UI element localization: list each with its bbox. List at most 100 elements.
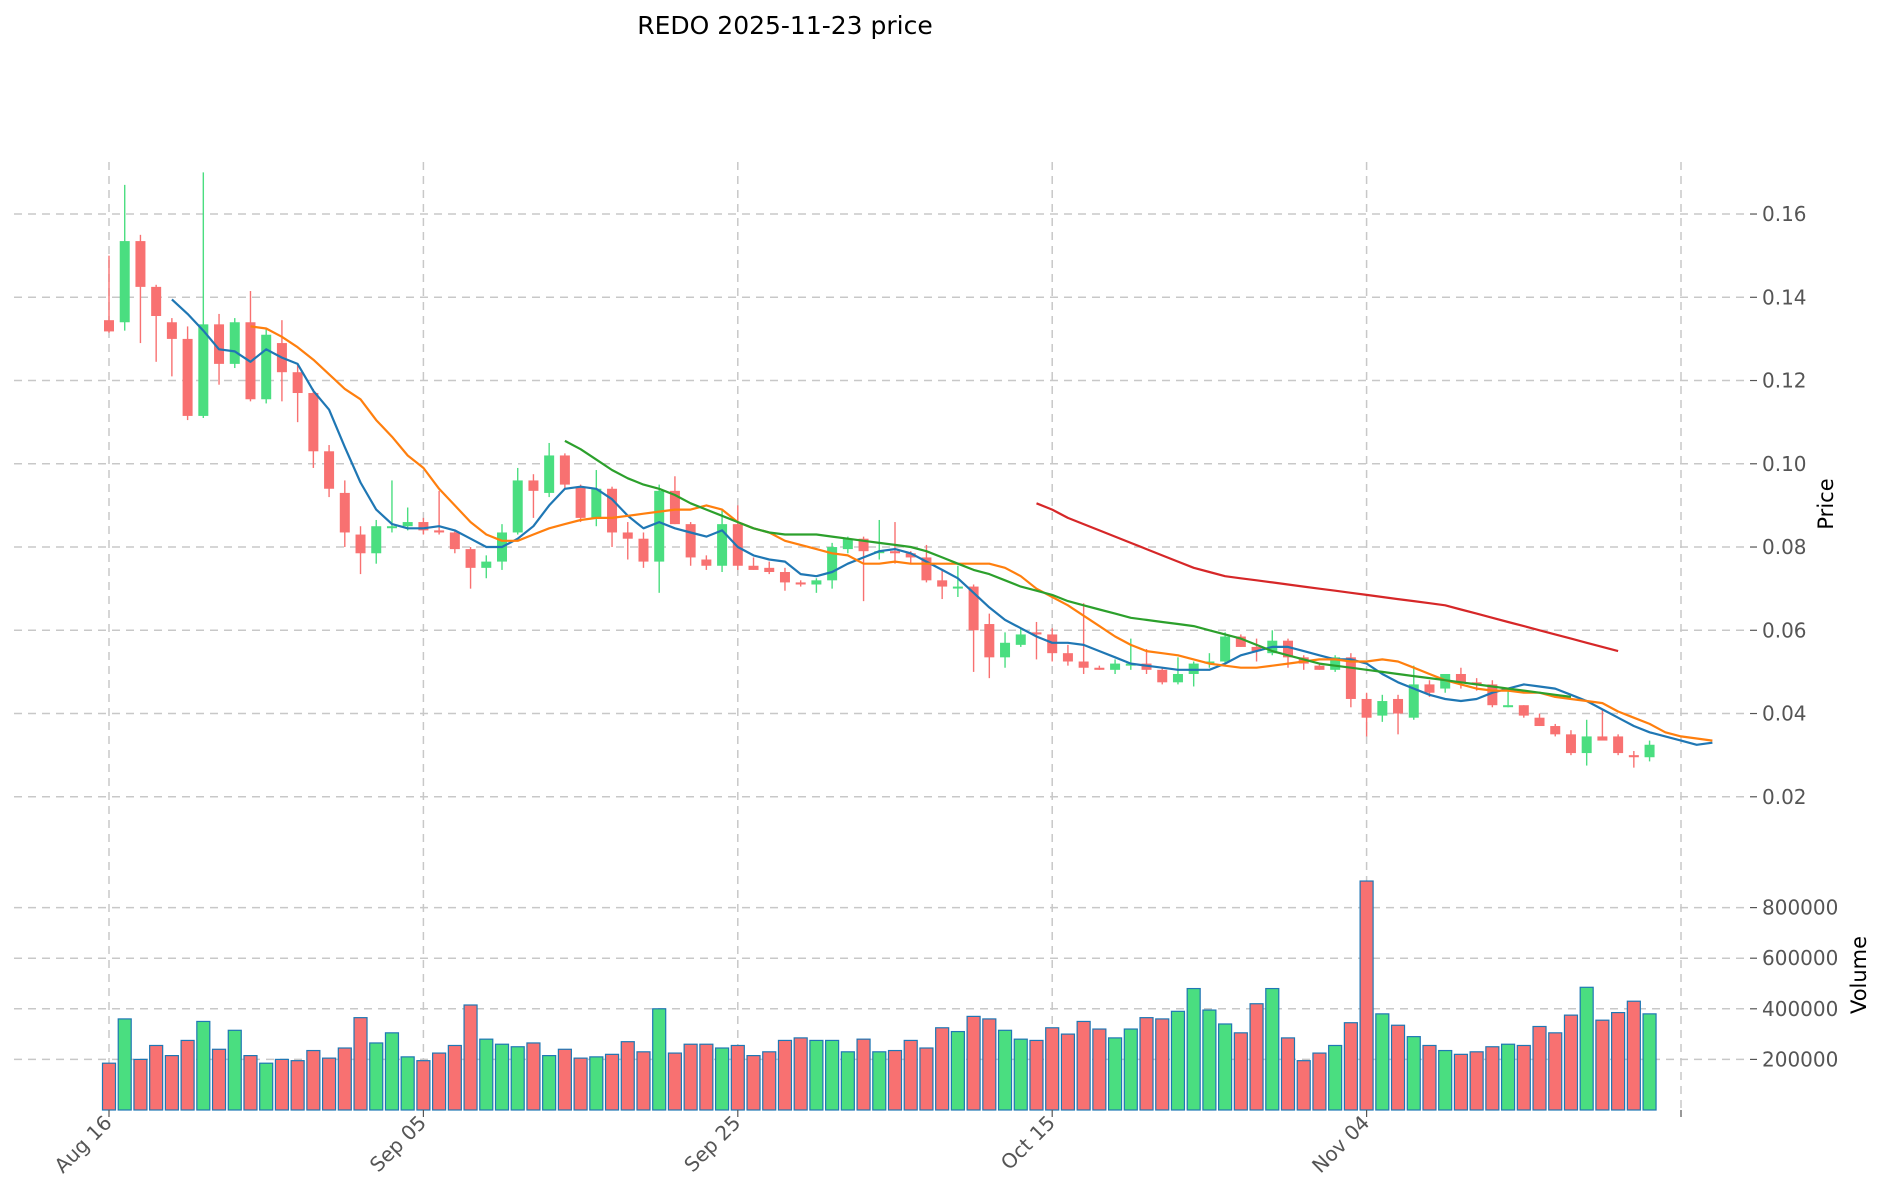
volume-bar xyxy=(259,1062,274,1111)
volume-bar xyxy=(1029,1039,1044,1111)
price-tick-label: 0.14 xyxy=(1762,285,1807,309)
volume-bar xyxy=(180,1039,195,1111)
candle-body xyxy=(214,324,225,364)
candle-body xyxy=(1015,634,1026,645)
candle-body xyxy=(261,334,272,400)
volume-bar xyxy=(164,1055,179,1111)
volume-bar xyxy=(337,1047,352,1111)
candle-body xyxy=(701,559,712,566)
volume-bar xyxy=(369,1042,384,1111)
candle-body xyxy=(1062,653,1073,662)
volume-bar xyxy=(1186,987,1201,1111)
candle-body xyxy=(528,480,539,491)
candle-body xyxy=(748,565,759,570)
volume-bar xyxy=(211,1048,227,1111)
candle-body xyxy=(1534,717,1545,727)
volume-bar xyxy=(1249,1003,1264,1111)
volume-bar xyxy=(101,1062,117,1111)
volume-bar xyxy=(1170,1010,1186,1111)
volume-bar xyxy=(321,1057,337,1111)
volume-bar xyxy=(1076,1020,1091,1111)
volume-bar xyxy=(1579,986,1594,1111)
volume-bar xyxy=(935,1027,950,1111)
volume-bar xyxy=(1312,1052,1327,1111)
candle-body xyxy=(779,572,790,583)
candle-body xyxy=(1220,636,1231,662)
volume-bar xyxy=(1155,1018,1170,1111)
candle-body xyxy=(1503,705,1514,708)
candle-body xyxy=(481,561,492,568)
candle-body xyxy=(1518,705,1529,716)
candle-body xyxy=(1361,698,1372,718)
candle-body xyxy=(308,393,319,452)
candle-body xyxy=(1110,663,1121,670)
candle-body xyxy=(1251,646,1262,652)
candle-body xyxy=(119,241,130,323)
candle-body xyxy=(717,524,728,566)
volume-bar xyxy=(1233,1032,1248,1111)
date-tick-label: Nov 04 xyxy=(1307,1111,1374,1178)
candle-body xyxy=(339,492,350,533)
volume-bar xyxy=(149,1044,164,1111)
candle-body xyxy=(921,557,932,581)
volume-bar xyxy=(432,1052,447,1111)
candle-body xyxy=(559,455,570,485)
date-tick-label: Oct 15 xyxy=(996,1111,1060,1175)
volume-bar xyxy=(479,1038,494,1111)
candle-body xyxy=(732,524,743,566)
candle-body xyxy=(1393,698,1404,714)
candle-body xyxy=(402,522,413,527)
volume-bar xyxy=(966,1015,981,1111)
volume-bar xyxy=(1092,1028,1107,1111)
volume-bar xyxy=(887,1049,903,1111)
volume-bar xyxy=(1045,1027,1060,1111)
candle-body xyxy=(795,582,806,585)
volume-bar xyxy=(1359,880,1374,1111)
candle-body xyxy=(386,526,397,529)
volume-bar xyxy=(1390,1024,1406,1111)
volume-bar xyxy=(290,1060,305,1111)
volume-bar xyxy=(1611,1011,1626,1111)
volume-bar xyxy=(1563,1014,1579,1111)
volume-bar xyxy=(1500,1043,1516,1111)
volume-bar xyxy=(526,1042,541,1111)
volume-tick-label: 600000 xyxy=(1762,946,1838,970)
candle-body xyxy=(638,538,649,562)
candle-body xyxy=(622,532,633,539)
volume-bar xyxy=(1265,987,1280,1111)
candle-body xyxy=(607,488,618,533)
candle-body xyxy=(764,567,775,573)
volume-bar xyxy=(620,1041,635,1111)
volume-bar xyxy=(809,1039,824,1111)
date-tick-label: Sep 25 xyxy=(679,1111,745,1177)
volume-bar xyxy=(274,1058,290,1111)
volume-bar xyxy=(1202,1009,1217,1111)
volume-bar xyxy=(856,1038,871,1111)
volume-bar xyxy=(1107,1037,1123,1111)
date-tick-label: Sep 05 xyxy=(365,1111,431,1177)
volume-bar xyxy=(777,1039,793,1111)
candle-body xyxy=(292,372,303,394)
volume-bar xyxy=(903,1039,918,1111)
volume-bar xyxy=(1375,1013,1390,1111)
candle-body xyxy=(1613,736,1624,754)
candle-body xyxy=(575,486,586,518)
volume-bar xyxy=(636,1051,651,1111)
price-tick-label: 0.02 xyxy=(1762,785,1807,809)
candle-body xyxy=(1235,636,1246,647)
price-tick-label: 0.16 xyxy=(1762,202,1807,226)
volume-bar xyxy=(1516,1044,1531,1111)
volume-bar xyxy=(1328,1044,1343,1111)
moving-average-ma7 xyxy=(171,298,1713,746)
candle-body xyxy=(166,322,177,339)
volume-bar xyxy=(573,1057,588,1111)
volume-bar xyxy=(400,1056,415,1111)
volume-bar xyxy=(1532,1025,1547,1111)
price-tick-label: 0.12 xyxy=(1762,369,1807,393)
candle-body xyxy=(198,324,209,416)
candlesticks xyxy=(104,172,1655,768)
candle-body xyxy=(449,532,460,550)
candle-body xyxy=(1078,661,1089,668)
volume-bar xyxy=(416,1060,431,1111)
